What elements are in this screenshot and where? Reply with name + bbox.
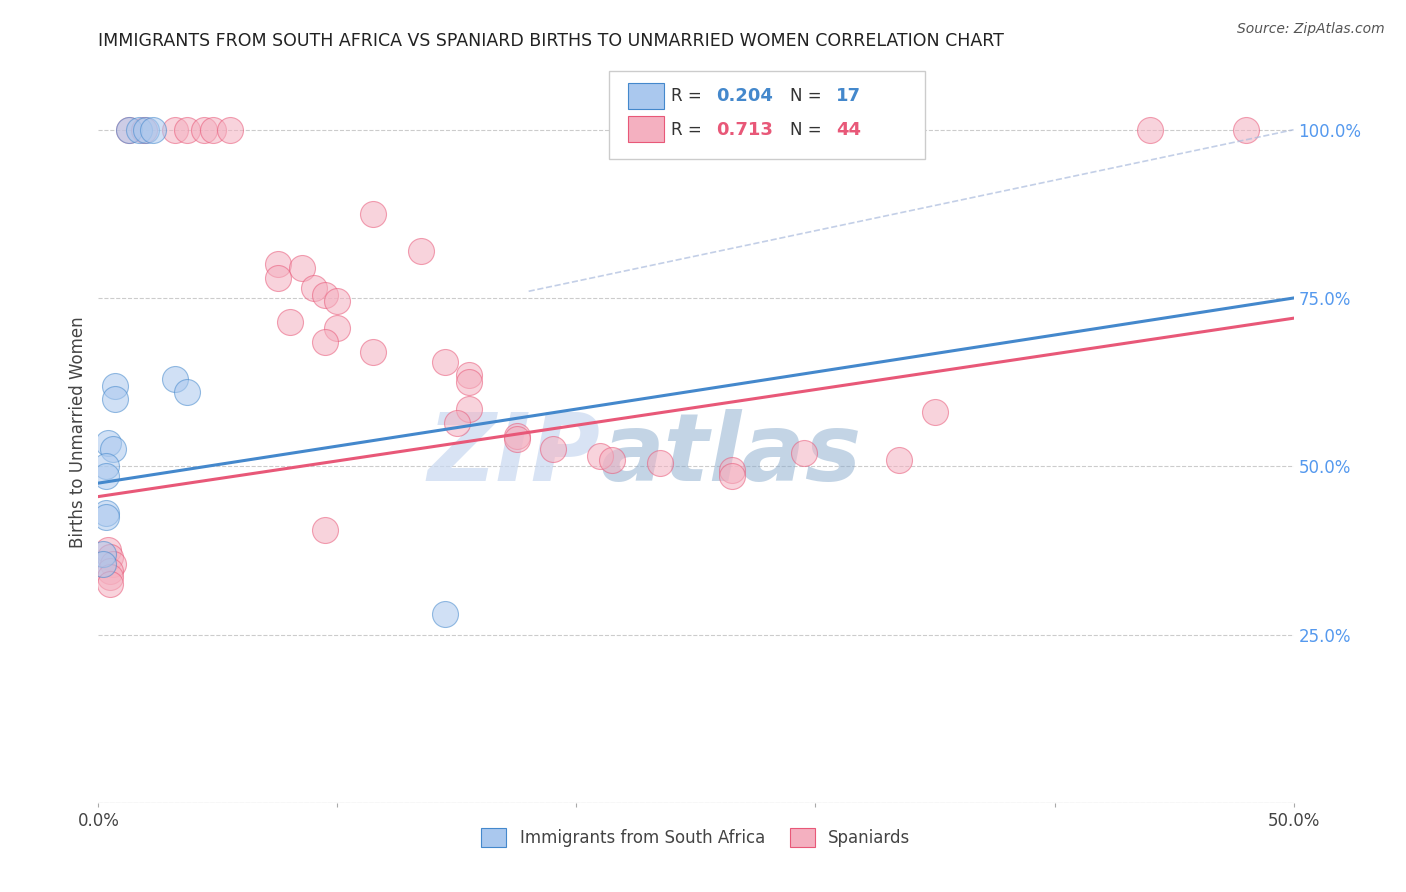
Point — [458, 368, 481, 383]
Point — [94, 509, 117, 524]
Text: N =: N = — [790, 87, 827, 105]
Text: N =: N = — [790, 120, 827, 139]
Point — [793, 446, 815, 460]
Text: R =: R = — [671, 87, 707, 105]
Text: 17: 17 — [835, 87, 860, 105]
FancyBboxPatch shape — [609, 71, 925, 159]
Point — [176, 122, 198, 136]
Point — [589, 449, 612, 463]
Point — [267, 270, 290, 285]
Point — [721, 469, 744, 483]
Point — [278, 315, 301, 329]
Point — [315, 523, 337, 537]
Point — [202, 122, 225, 136]
Text: 0.204: 0.204 — [716, 87, 773, 105]
Point — [291, 260, 314, 275]
Text: IMMIGRANTS FROM SOUTH AFRICA VS SPANIARD BIRTHS TO UNMARRIED WOMEN CORRELATION C: IMMIGRANTS FROM SOUTH AFRICA VS SPANIARD… — [98, 32, 1004, 50]
Point — [506, 429, 529, 443]
Point — [193, 122, 215, 136]
Point — [94, 459, 117, 474]
Point — [411, 244, 433, 258]
Text: Source: ZipAtlas.com: Source: ZipAtlas.com — [1237, 22, 1385, 37]
Point — [363, 207, 385, 221]
Point — [458, 375, 481, 389]
Text: 0.713: 0.713 — [716, 120, 773, 139]
Point — [98, 570, 122, 584]
Point — [326, 294, 349, 309]
Point — [91, 557, 114, 571]
Point — [434, 355, 457, 369]
Point — [267, 257, 290, 271]
Point — [541, 442, 564, 457]
Text: R =: R = — [671, 120, 707, 139]
Point — [924, 405, 946, 419]
Point — [101, 442, 124, 457]
Text: 44: 44 — [835, 120, 860, 139]
Point — [889, 452, 911, 467]
Point — [326, 321, 349, 335]
Point — [602, 452, 624, 467]
Legend: Immigrants from South Africa, Spaniards: Immigrants from South Africa, Spaniards — [475, 822, 917, 854]
Point — [506, 433, 529, 447]
Point — [91, 547, 114, 561]
Point — [434, 607, 457, 622]
Point — [648, 456, 672, 470]
Point — [101, 557, 124, 571]
Text: atlas: atlas — [600, 409, 862, 500]
Point — [163, 122, 186, 136]
Point — [315, 334, 337, 349]
Point — [118, 122, 141, 136]
Point — [363, 344, 385, 359]
Point — [315, 287, 337, 301]
Text: ZIP: ZIP — [427, 409, 600, 500]
Point — [97, 543, 120, 558]
Point — [1234, 122, 1257, 136]
Point — [446, 416, 468, 430]
Point — [721, 462, 744, 476]
Point — [219, 122, 242, 136]
Point — [163, 372, 186, 386]
Point — [135, 122, 157, 136]
Y-axis label: Births to Unmarried Women: Births to Unmarried Women — [69, 317, 87, 549]
Point — [1139, 122, 1161, 136]
Point — [128, 122, 150, 136]
Point — [94, 507, 117, 521]
Point — [132, 122, 155, 136]
Point — [302, 281, 325, 295]
Point — [98, 550, 122, 565]
Point — [458, 402, 481, 417]
FancyBboxPatch shape — [628, 83, 664, 109]
Point — [98, 564, 122, 578]
Point — [97, 435, 120, 450]
Point — [104, 378, 127, 392]
FancyBboxPatch shape — [628, 117, 664, 143]
Point — [118, 122, 141, 136]
Point — [176, 385, 198, 400]
Point — [142, 122, 165, 136]
Point — [104, 392, 127, 406]
Point — [98, 577, 122, 591]
Point — [94, 469, 117, 483]
